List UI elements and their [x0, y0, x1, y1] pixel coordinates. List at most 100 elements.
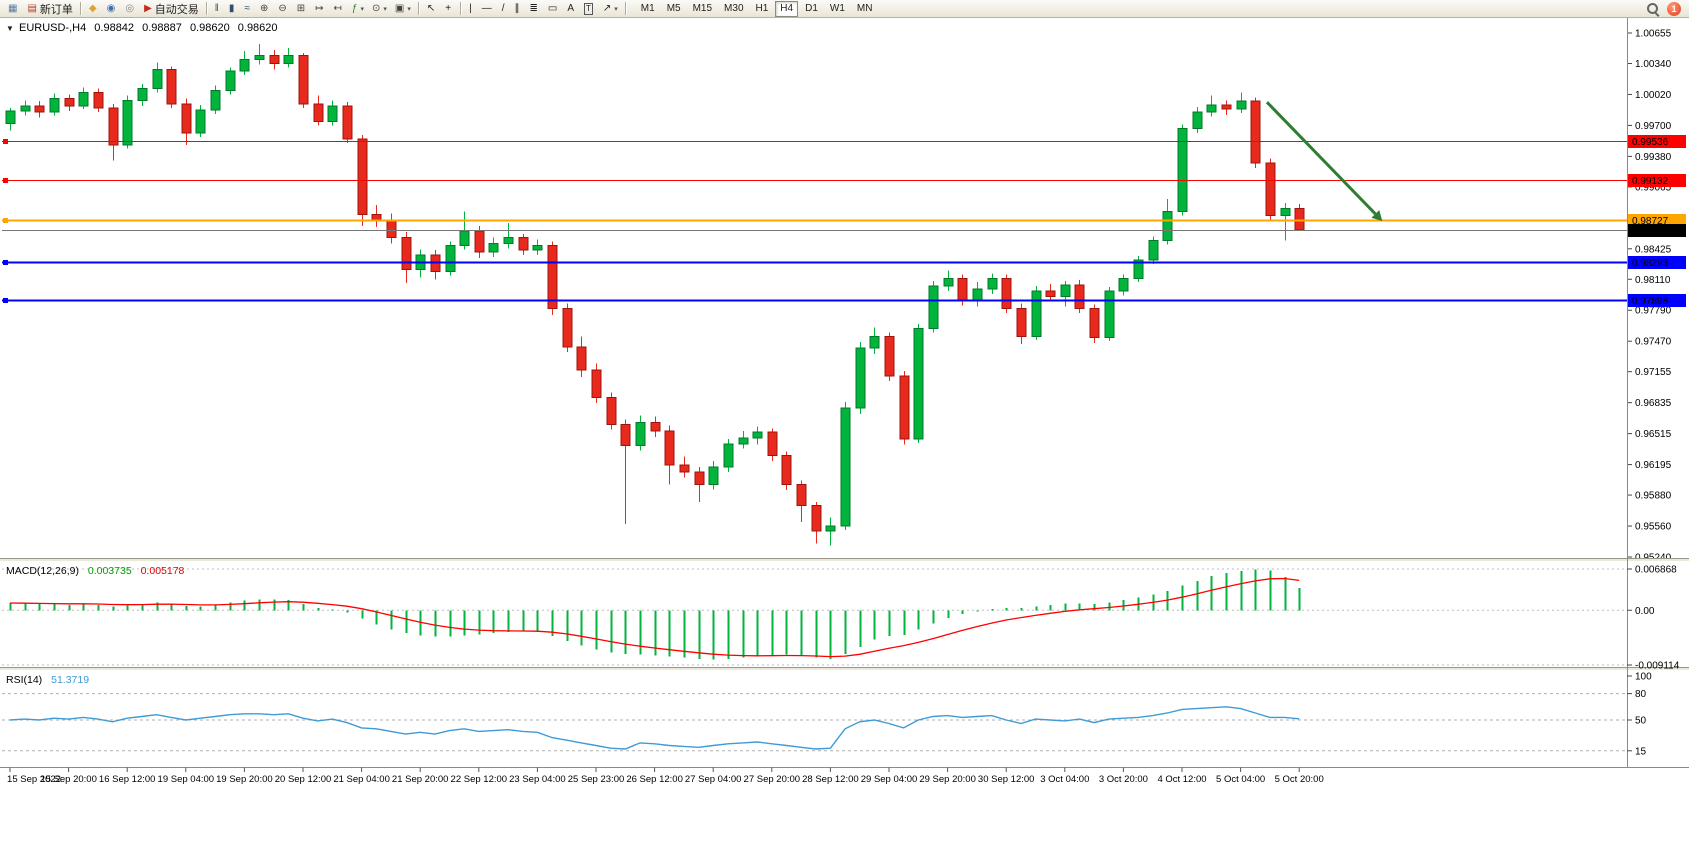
svg-text:0.99132: 0.99132	[1632, 176, 1669, 187]
templates-icon[interactable]: ▣ ▾	[392, 1, 414, 16]
cursor-glyph-icon: ↖	[426, 3, 436, 14]
timeframe-m5[interactable]: M5	[666, 2, 681, 14]
horizontal-line-icon[interactable]: —	[479, 1, 497, 16]
periods-clock-glyph-icon: ⊙	[371, 3, 381, 14]
indicators-icon-caret: ▾	[360, 5, 364, 13]
svg-text:0.006868: 0.006868	[1635, 565, 1677, 576]
chart-canvas[interactable]: 1.00655 1.00340 1.00020 0.99700 0.99380 0.990…	[0, 18, 1689, 853]
crosshair-icon[interactable]: +	[442, 1, 456, 16]
zoom-out-glyph-icon: ⊖	[278, 3, 287, 14]
fibonacci-icon[interactable]: ≣	[526, 1, 542, 16]
timeframe-m1[interactable]: M1	[640, 2, 655, 14]
timeframe-h1[interactable]: H1	[755, 2, 769, 14]
svg-text:0.95880: 0.95880	[1635, 491, 1672, 502]
timeframe-d1[interactable]: D1	[805, 2, 818, 14]
chart-shift-icon[interactable]: ↤	[331, 1, 347, 16]
auto-scroll-icon[interactable]: ↦	[312, 1, 328, 16]
trendline-glyph-icon: /	[501, 3, 505, 14]
zoom-out-icon[interactable]: ⊖	[275, 1, 291, 16]
svg-text:1.00020: 1.00020	[1635, 90, 1672, 101]
svg-text:21 Sep 04:00: 21 Sep 04:00	[333, 774, 390, 785]
collapse-chart-icon[interactable]: ▼	[6, 24, 14, 33]
autotrading-glyph-icon: ▶	[144, 3, 152, 14]
line-chart-glyph-icon: ≈	[244, 3, 250, 14]
autotrading-button-label: 自动交易	[154, 3, 199, 16]
text-box-icon[interactable]: T	[581, 1, 598, 16]
line-chart-icon[interactable]: ≈	[241, 1, 255, 16]
new-order-button-label: 新订单	[39, 3, 73, 16]
svg-text:0.97898: 0.97898	[1632, 296, 1669, 307]
rsi-pane	[2, 693, 1628, 752]
svg-text:0.96835: 0.96835	[1635, 398, 1672, 409]
svg-text:1.00340: 1.00340	[1635, 59, 1672, 70]
arrow-tools-glyph-icon: ↗	[602, 3, 612, 14]
toolbar-separator	[205, 2, 208, 15]
notification-badge[interactable]: 1	[1667, 1, 1681, 16]
candlestick-chart-icon[interactable]: ▮	[226, 1, 240, 16]
svg-text:0.97470: 0.97470	[1635, 337, 1672, 348]
mql5-market-icon[interactable]: ◆	[86, 1, 102, 16]
autotrading-button[interactable]: ▶ 自动交易	[141, 1, 202, 16]
community-profile-icon[interactable]: ◉	[104, 1, 121, 16]
shapes-glyph-icon: ▭	[547, 3, 558, 14]
arrow-tools-icon[interactable]: ↗ ▾	[600, 1, 621, 16]
tile-windows-glyph-icon: ⊞	[296, 3, 306, 14]
toolbar: ▦ ▤ 新订单 ◆ ◉ ◎ ▶ 自动交易 ‖ ▮ ≈ ⊕ ⊖ ⊞ ↦ ↤ ƒ ▾ ⊙ ▾ ▣ ▾ ↖ + | — / ∥ ≣ ▭ A T ↗ ▾ M…	[0, 0, 1689, 18]
svg-text:30 Sep 12:00: 30 Sep 12:00	[978, 774, 1035, 785]
crosshair-glyph-icon: +	[445, 3, 452, 14]
toolbar-separator	[417, 2, 420, 15]
svg-text:27 Sep 04:00: 27 Sep 04:00	[685, 774, 742, 785]
svg-text:0.00: 0.00	[1635, 606, 1655, 617]
timeframe-m15[interactable]: M15	[692, 2, 713, 14]
zoom-in-icon[interactable]: ⊕	[257, 1, 273, 16]
text-label-icon[interactable]: A	[564, 1, 579, 16]
text-box-glyph-icon: T	[583, 2, 593, 15]
community-profile-glyph-icon: ◉	[106, 3, 116, 14]
equidistant-channel-icon[interactable]: ∥	[511, 1, 524, 16]
svg-text:0.98620: 0.98620	[1632, 226, 1669, 237]
svg-text:26 Sep 12:00: 26 Sep 12:00	[626, 774, 683, 785]
svg-text:80: 80	[1635, 689, 1647, 700]
cursor-icon[interactable]: ↖	[424, 1, 440, 16]
text-label-glyph-icon: A	[567, 3, 574, 14]
indicators-icon[interactable]: ƒ ▾	[349, 1, 367, 16]
timeframe-mn[interactable]: MN	[856, 2, 873, 14]
svg-text:100: 100	[1635, 672, 1652, 683]
svg-text:3 Oct 04:00: 3 Oct 04:00	[1040, 774, 1089, 785]
bars-chart-glyph-icon: ‖	[214, 3, 219, 14]
trendline-icon[interactable]: /	[499, 1, 510, 16]
timeframe-m30[interactable]: M30	[724, 2, 744, 14]
chart-region: 1.00655 1.00340 1.00020 0.99700 0.99380 0.990…	[0, 18, 1689, 853]
horizontal-lines	[2, 139, 1628, 303]
svg-text:0.97790: 0.97790	[1635, 306, 1672, 317]
svg-text:23 Sep 04:00: 23 Sep 04:00	[509, 774, 566, 785]
timeframe-h4[interactable]: H4	[775, 0, 799, 17]
timeframe-toolbar: M1 M5 M15 M30 H1 H4 D1 W1 MN	[636, 0, 878, 17]
tile-windows-icon[interactable]: ⊞	[294, 1, 310, 16]
chart-window-icon[interactable]: ▦	[5, 1, 22, 16]
timeframe-w1[interactable]: W1	[829, 2, 845, 14]
toolbar-separator	[79, 2, 82, 15]
svg-text:0.95560: 0.95560	[1635, 522, 1672, 533]
chart-shift-glyph-icon: ↤	[333, 3, 342, 14]
periods-clock-icon[interactable]: ⊙ ▾	[369, 1, 390, 16]
web-search-icon[interactable]: ◎	[122, 1, 139, 16]
search-icon[interactable]	[1647, 2, 1659, 15]
svg-text:0.99065: 0.99065	[1635, 182, 1672, 193]
new-order-glyph-icon: ▤	[27, 3, 37, 14]
svg-text:5 Oct 04:00: 5 Oct 04:00	[1216, 774, 1265, 785]
vertical-line-icon[interactable]: |	[466, 1, 477, 16]
svg-text:25 Sep 23:00: 25 Sep 23:00	[568, 774, 625, 785]
svg-text:-0.009114: -0.009114	[1635, 661, 1680, 672]
svg-text:0.98110: 0.98110	[1635, 275, 1671, 286]
svg-text:15 Sep 20:00: 15 Sep 20:00	[40, 774, 97, 785]
mql5-market-glyph-icon: ◆	[88, 3, 97, 14]
templates-icon-caret: ▾	[407, 5, 411, 13]
new-order-button[interactable]: ▤ 新订单	[24, 1, 75, 16]
toolbar-separator	[624, 2, 627, 15]
bars-chart-icon[interactable]: ‖	[212, 1, 224, 16]
toolbar-right-group: 1	[1647, 1, 1685, 16]
shapes-icon[interactable]: ▭	[545, 1, 562, 16]
